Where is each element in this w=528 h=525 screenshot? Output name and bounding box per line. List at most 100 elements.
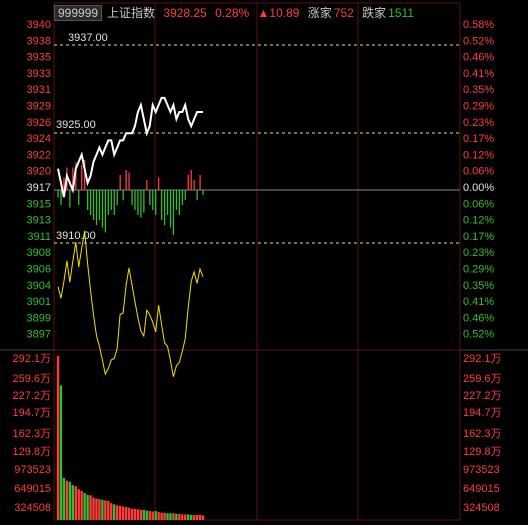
volume-tick-label: 292.1万 (12, 353, 51, 365)
volume-bar (198, 514, 202, 520)
price-tick-label: 3906 (27, 264, 51, 276)
percent-tick-label: 0.12% (463, 149, 494, 161)
high-price-label: 3937.00 (68, 32, 108, 44)
net-flow-bar (113, 190, 115, 215)
volume-bar (166, 513, 169, 520)
price-tick-label: 3904 (27, 280, 51, 292)
volume-bar (189, 514, 193, 520)
volume-bar (178, 513, 181, 520)
net-flow-bar (190, 170, 192, 190)
volume-bar (151, 511, 154, 520)
net-flow-bars (57, 160, 204, 235)
price-annotations: 3937.00 3925.00 3910.00 (56, 32, 108, 242)
volume-bar (86, 494, 89, 520)
volume-tick-label-right: 292.1万 (463, 353, 502, 365)
net-flow-bar (140, 190, 142, 218)
volume-bar (115, 505, 119, 520)
volume-bar (145, 510, 148, 520)
volume-bar (148, 511, 151, 520)
net-flow-bar (89, 190, 92, 215)
volume-bar (110, 503, 113, 520)
stock-code[interactable]: 999999 (54, 5, 103, 21)
net-flow-bar (95, 190, 98, 225)
volume-bar (124, 507, 128, 520)
volume-bar (83, 493, 86, 520)
percent-tick-label: 0.41% (463, 296, 494, 308)
net-flow-bar (178, 190, 181, 215)
price-axis-left: 3940 3938 3935 3933 3931 3929 3926 3924 3922 3920… (12, 19, 51, 514)
percent-tick-label: 0.52% (463, 329, 494, 341)
volume-tick-label: 129.8万 (12, 446, 51, 458)
net-flow-bar (199, 175, 201, 190)
percent-tick-label: 0.00% (463, 182, 494, 194)
percent-tick-label: 0.17% (463, 231, 494, 243)
volume-bars (56, 356, 205, 520)
percent-tick-label: 0.35% (463, 84, 494, 96)
volume-bar (127, 507, 131, 520)
net-flow-bar (98, 190, 101, 220)
net-flow-bar (57, 190, 59, 198)
net-flow-bar (131, 190, 133, 205)
percent-tick-label: 0.23% (463, 117, 494, 129)
percent-tick-label: 0.29% (463, 264, 494, 276)
volume-tick-label-right: 227.2万 (463, 390, 502, 402)
net-flow-bar (158, 177, 160, 190)
volume-bar (118, 505, 122, 520)
price-tick-label: 3917 (27, 182, 51, 194)
volume-bar (181, 514, 184, 520)
volume-bar (142, 509, 146, 520)
percent-tick-label: 0.46% (463, 312, 494, 324)
net-flow-bar (181, 190, 183, 205)
price-tick-label: 3924 (27, 133, 51, 145)
price-tick-label: 3929 (27, 101, 51, 113)
percent-tick-label: 0.23% (463, 247, 494, 259)
volume-bar (65, 480, 69, 520)
volume-bar (121, 506, 125, 520)
price-tick-label: 3915 (27, 198, 51, 210)
net-flow-bar (60, 190, 62, 205)
price-tick-label: 3935 (27, 52, 51, 64)
decliners-label: 跌家 (362, 6, 387, 20)
percent-tick-label: 0.06% (463, 198, 494, 210)
net-flow-bar (128, 172, 130, 190)
volume-bar (59, 385, 63, 520)
percent-tick-label: 0.52% (463, 35, 494, 47)
advancers-count: 752 (333, 6, 354, 20)
current-price: 3928.25 (163, 6, 207, 20)
net-flow-bar (152, 190, 154, 210)
open-price-label: 3925.00 (56, 119, 96, 131)
net-flow-bar (146, 180, 148, 190)
net-flow-bar (75, 162, 77, 190)
average-line (57, 230, 204, 377)
percent-tick-label: 0.41% (463, 68, 494, 80)
net-flow-bar (107, 190, 110, 215)
volume-bar (172, 513, 175, 520)
net-flow-bar (78, 190, 80, 205)
volume-tick-label: 324508 (14, 502, 51, 514)
volume-bar (89, 495, 92, 520)
percent-axis-right: 0.58% 0.52% 0.46% 0.41% 0.35% 0.29% 0.23% 0.17%… (463, 19, 502, 514)
volume-tick-label-right: 324508 (463, 502, 500, 514)
net-flow-bar (196, 190, 198, 200)
price-tick-label: 3899 (27, 312, 51, 324)
quote-header: 999999 上证指数 3928.25 0.28% ▲10.89 涨家 752 跌家… (54, 5, 419, 21)
volume-bar (133, 508, 137, 520)
volume-bar (56, 356, 60, 520)
net-flow-bar (137, 190, 139, 215)
volume-bar (192, 514, 196, 520)
volume-bar (163, 512, 166, 520)
volume-bar (136, 509, 140, 520)
price-tick-label: 3897 (27, 329, 51, 341)
volume-bar (68, 481, 72, 520)
decliners-count: 1511 (388, 6, 414, 20)
net-flow-bar (169, 190, 172, 228)
volume-bar (107, 500, 110, 520)
net-flow-bar (163, 190, 166, 225)
price-tick-label: 3908 (27, 247, 51, 259)
price-tick-label: 3922 (27, 149, 51, 161)
volume-bar (104, 500, 107, 520)
price-tick-label: 3933 (27, 68, 51, 80)
net-flow-bar (125, 170, 127, 190)
net-flow-bar (193, 180, 195, 190)
